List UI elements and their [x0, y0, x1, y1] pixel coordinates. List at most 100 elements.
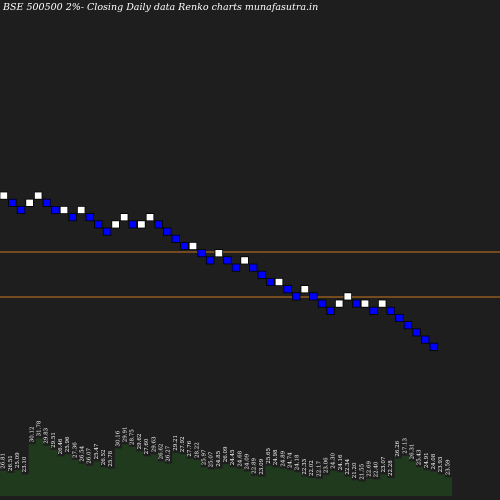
renko-brick-up	[77, 205, 86, 214]
volume-label: 21.20	[352, 462, 358, 478]
volume-label: 25.09	[15, 452, 21, 468]
volume-label: 30.12	[29, 426, 35, 442]
volume-label: 23.93	[438, 456, 444, 472]
volume-label: 22.34	[345, 458, 351, 474]
volume-label: 24.16	[338, 454, 344, 470]
renko-brick-down	[42, 198, 51, 207]
volume-label: 27.76	[187, 440, 193, 456]
volume-label: 25.43	[417, 449, 423, 465]
renko-brick-down	[309, 292, 318, 301]
volume-label: 27.36	[72, 442, 78, 458]
volume-label: 26.27	[166, 445, 172, 461]
volume-label: 25.07	[209, 451, 215, 467]
renko-brick-down	[180, 241, 189, 250]
volume-label: 23.09	[259, 458, 265, 474]
renko-brick-up	[0, 191, 8, 200]
renko-brick-up	[120, 213, 129, 222]
renko-brick-down	[403, 321, 413, 330]
volume-label: 24.45	[230, 449, 236, 465]
renko-brick-down	[154, 220, 163, 229]
volume-label: 26.09	[223, 446, 229, 462]
volume-label: 26.54	[80, 445, 86, 461]
renko-brick-down	[283, 285, 292, 294]
renko-brick-down	[248, 263, 258, 272]
renko-brick-up	[360, 299, 370, 308]
volume-label: 24.68	[237, 450, 243, 466]
volume-label: 24.74	[288, 452, 294, 468]
chart-title: BSE 500500 2%- Closing Daily data Renko …	[3, 2, 319, 13]
renko-brick-down	[317, 299, 327, 308]
renko-brick-down	[412, 328, 421, 337]
volume-label: 24.89	[280, 450, 286, 466]
volume-label: 21.55	[359, 463, 365, 479]
renko-brick-down	[85, 213, 94, 222]
volume-label: 24.98	[273, 449, 279, 465]
volume-label: 26.62	[158, 444, 164, 460]
volume-label: 24.09	[245, 453, 251, 469]
renko-brick-up	[111, 220, 120, 229]
renko-brick-up	[343, 292, 352, 301]
volume-label: 25.78	[108, 450, 114, 466]
volume-label: 27.92	[180, 436, 186, 452]
volume-label: 31.78	[37, 420, 43, 436]
volume-label: 22.40	[374, 461, 380, 477]
volume-label: 26.26	[395, 440, 401, 456]
volume-label: 25.97	[202, 449, 208, 465]
volume-label: 26.07	[87, 448, 93, 464]
renko-brick-up	[240, 256, 249, 265]
renko-brick-down	[352, 299, 361, 308]
volume-label: 28.75	[130, 429, 136, 445]
volume-label: 23.07	[381, 456, 387, 472]
volume-label: 26.31	[410, 444, 416, 460]
renko-brick-down	[197, 249, 206, 258]
volume-label: 29.62	[137, 434, 143, 450]
volume-label: 23.10	[22, 456, 28, 472]
volume-label: 27.13	[402, 437, 408, 453]
volume-label: 22.89	[252, 458, 258, 474]
volume-label: 24.85	[216, 450, 222, 466]
renko-brick-up	[137, 220, 146, 229]
renko-brick-up	[377, 299, 387, 308]
renko-brick-up	[274, 277, 284, 286]
renko-brick-up	[34, 191, 43, 200]
renko-brick-down	[231, 263, 241, 272]
volume-label: 23.06	[323, 457, 329, 473]
volume-area	[0, 438, 452, 496]
renko-brick-up	[59, 205, 69, 214]
renko-brick-down	[395, 313, 404, 322]
renko-brick-up	[300, 285, 309, 294]
renko-brick-down	[429, 342, 438, 351]
volume-label: 22.28	[388, 460, 394, 476]
reference-lines	[0, 251, 500, 298]
volume-label: 22.69	[367, 460, 373, 476]
renko-brick-down	[266, 277, 275, 286]
renko-brick-down	[128, 220, 137, 229]
volume-label: 28.22	[194, 442, 200, 458]
renko-brick-down	[162, 227, 172, 236]
volume-label: 29.91	[123, 426, 129, 442]
renko-brick-down	[102, 227, 112, 236]
renko-brick-up	[25, 198, 34, 207]
volume-label: 24.18	[295, 454, 301, 470]
renko-brick-down	[16, 205, 26, 214]
renko-brick-down	[8, 198, 17, 207]
renko-brick-down	[291, 292, 301, 301]
volume-label: 22.17	[316, 460, 322, 476]
renko-bricks	[0, 191, 438, 351]
renko-brick-down	[326, 306, 335, 315]
volume-label: 24.91	[424, 452, 430, 468]
renko-brick-down	[386, 306, 395, 315]
volume-label: 30.16	[115, 430, 121, 446]
renko-brick-down	[171, 234, 180, 243]
volume-label: 26.46	[58, 438, 64, 454]
volume-label: 25.47	[94, 443, 100, 459]
volume-label: 29.63	[151, 436, 157, 452]
renko-brick-up	[214, 249, 223, 258]
volume-label: 25.65	[266, 448, 272, 464]
volume-label: 24.30	[331, 453, 337, 469]
volume-label: 29.51	[51, 432, 57, 448]
renko-brick-down	[68, 213, 77, 222]
volume-label: 25.96	[65, 436, 71, 452]
volume-label: 23.59	[445, 459, 451, 475]
